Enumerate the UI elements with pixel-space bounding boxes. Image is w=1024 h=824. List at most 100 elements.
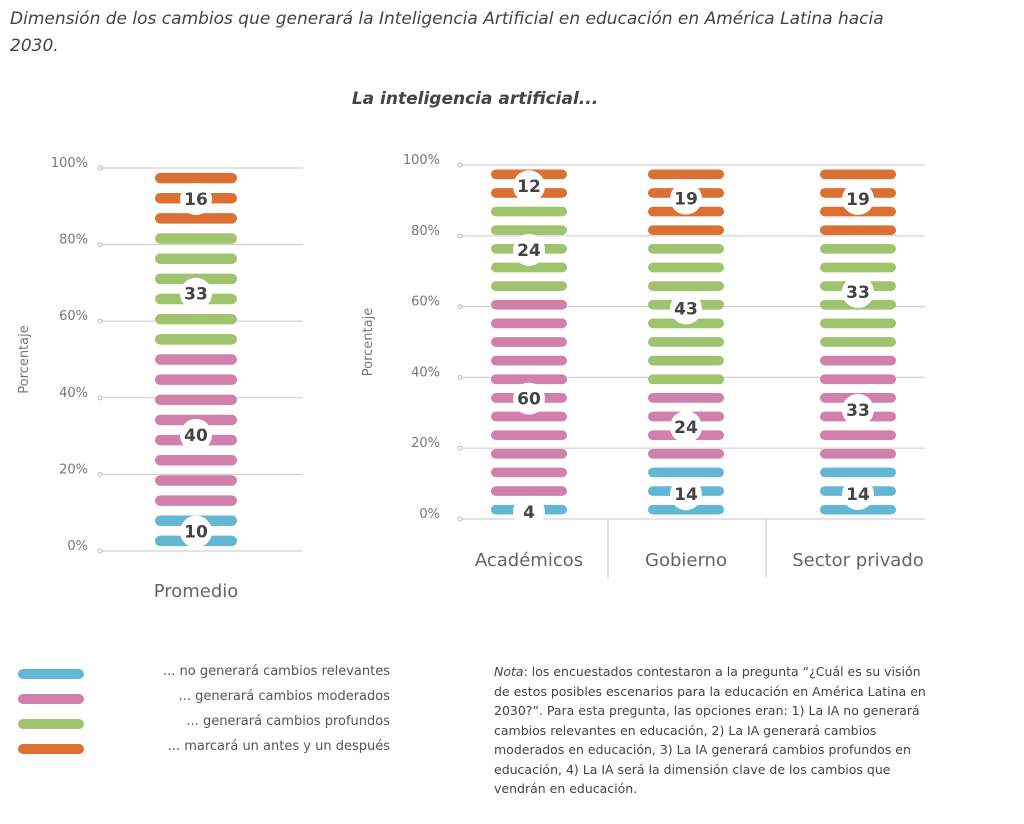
bar-stripe — [820, 355, 896, 366]
data-label: 14 — [674, 485, 698, 505]
x-category-label: Sector privado — [792, 550, 924, 571]
bar-stripe — [648, 467, 724, 478]
legend-swatch — [18, 669, 84, 679]
data-label-bg — [842, 477, 874, 510]
bar-stripe — [820, 467, 896, 478]
data-label-bg — [513, 382, 545, 415]
bar-stripe — [155, 374, 237, 385]
bar-stripe — [491, 206, 567, 217]
tick-marker — [97, 318, 103, 324]
data-label-bg — [842, 182, 874, 215]
data-label-bg — [513, 233, 545, 266]
data-label: 16 — [184, 190, 208, 210]
data-label: 19 — [674, 190, 698, 210]
data-label: 24 — [674, 418, 698, 438]
bar-stripe — [155, 354, 237, 365]
y-tick-label: 80% — [411, 224, 440, 239]
y-tick-label: 100% — [51, 156, 88, 171]
note: Nota: los encuestados contestaron a la p… — [494, 662, 934, 799]
y-tick-label: 20% — [411, 436, 440, 451]
bar-stripe — [648, 448, 724, 459]
note-text: : los encuestados contestaron a la pregu… — [494, 664, 926, 796]
bar-stripe — [820, 318, 896, 329]
bar-stripe — [155, 495, 237, 506]
bar-stripe — [491, 225, 567, 236]
data-label-bg — [513, 170, 545, 203]
data-label: 33 — [846, 401, 870, 421]
tick-marker — [97, 242, 103, 248]
bar-stripe — [491, 486, 567, 496]
bar-stripe — [155, 213, 237, 224]
bar-stripe — [820, 169, 896, 180]
x-category-label: Gobierno — [645, 550, 727, 571]
data-label-bg — [180, 277, 212, 310]
legend-swatch — [18, 694, 84, 704]
y-tick-label: 40% — [411, 365, 440, 380]
data-label-bg — [670, 410, 702, 443]
bar-stripe — [648, 374, 724, 385]
legend-item: ... marcará un antes y un después — [0, 737, 400, 762]
data-label: 43 — [674, 299, 698, 319]
legend: ... no generará cambios relevantes ... g… — [0, 662, 400, 762]
legend-item: ... generará cambios profundos — [0, 712, 400, 737]
tick-marker — [97, 548, 103, 554]
bar-stripe — [820, 243, 896, 254]
note-prefix: Nota — [494, 664, 524, 679]
bar-stripe — [491, 374, 567, 385]
bar-stripe — [155, 172, 237, 184]
data-label: 40 — [184, 426, 208, 446]
bar-stripe — [155, 253, 237, 264]
data-label-bg — [842, 275, 874, 308]
data-label: 60 — [517, 390, 541, 410]
y-tick-label: 40% — [59, 386, 88, 401]
tick-marker — [457, 516, 463, 522]
bar-stripe — [155, 313, 237, 325]
data-label-bg — [513, 495, 545, 528]
tick-marker — [97, 165, 103, 171]
bar-stripe — [648, 262, 724, 273]
bar-stripe — [820, 374, 896, 385]
bar-stripe — [491, 281, 567, 291]
bar-stripe — [820, 448, 896, 459]
bar-stripe — [648, 169, 724, 180]
bar-stripe — [648, 243, 724, 254]
data-label-bg — [670, 478, 702, 511]
bar-stripe — [491, 355, 567, 366]
data-label-bg — [180, 182, 212, 215]
bar-stripe — [155, 233, 237, 244]
y-axis-label: Porcentaje — [361, 308, 376, 376]
tick-marker — [457, 374, 463, 380]
bar-stripe — [491, 318, 567, 329]
tick-marker — [97, 471, 103, 477]
y-tick-label: 100% — [403, 153, 440, 168]
bar-stripe — [155, 394, 237, 406]
x-category-label: Académicos — [475, 550, 583, 571]
y-tick-label: 60% — [411, 295, 440, 310]
bar-stripe — [648, 337, 724, 347]
legend-item: ... no generará cambios relevantes — [0, 662, 400, 687]
bar-stripe — [820, 225, 896, 236]
chart-subtitle: La inteligencia artificial... — [351, 89, 599, 109]
data-label-bg — [670, 292, 702, 325]
chart-title: Dimensión de los cambios que generará la… — [10, 9, 884, 56]
y-tick-label: 0% — [419, 507, 440, 522]
bar-stripe — [491, 337, 567, 347]
legend-label: ... no generará cambios relevantes — [162, 664, 390, 679]
bar-stripe — [155, 475, 237, 486]
data-label-bg — [670, 182, 702, 215]
legend-item: ... generará cambios moderados — [0, 687, 400, 712]
bar-stripe — [820, 262, 896, 273]
data-label: 12 — [517, 177, 541, 197]
legend-label: ... generará cambios profundos — [186, 714, 390, 729]
legend-swatch — [18, 744, 84, 754]
bar-stripe — [491, 430, 567, 441]
data-label-bg — [842, 393, 874, 426]
data-label: 33 — [184, 285, 208, 305]
data-label: 33 — [846, 283, 870, 303]
legend-label: ... generará cambios moderados — [178, 689, 390, 704]
tick-marker — [457, 445, 463, 451]
bar-stripe — [820, 337, 896, 347]
bar-stripe — [491, 467, 567, 478]
y-tick-label: 80% — [59, 233, 88, 248]
bar-stripe — [491, 448, 567, 459]
